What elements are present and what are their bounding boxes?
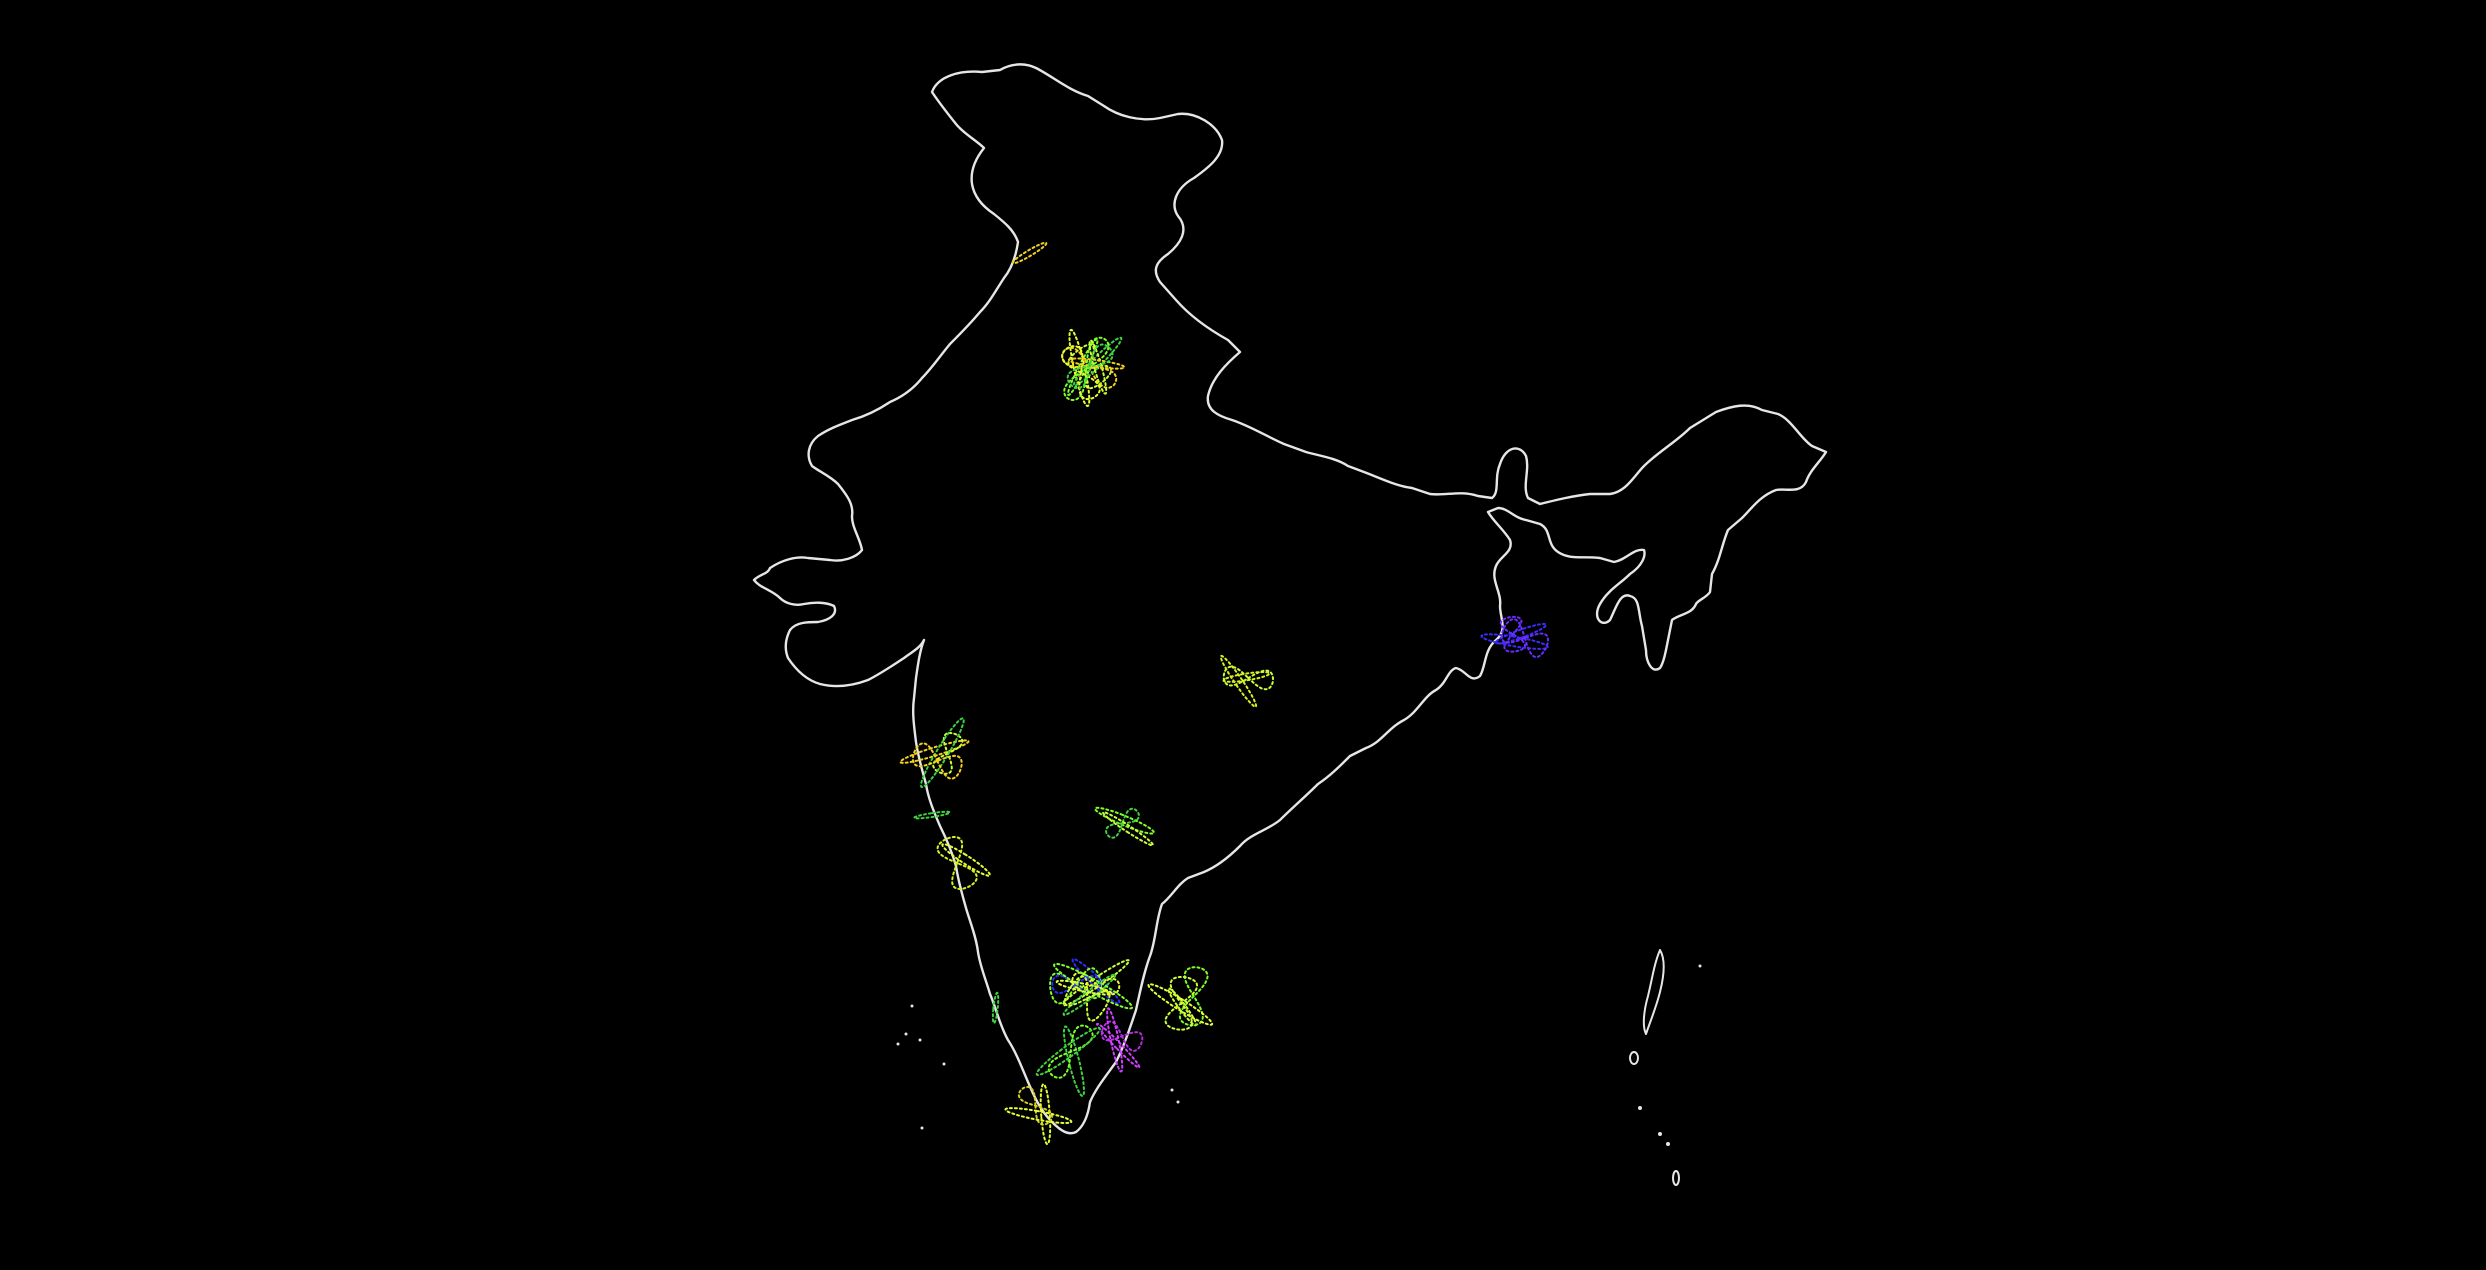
kerala-cluster	[1004, 1083, 1073, 1146]
madurai-cluster	[1096, 1007, 1144, 1073]
india-outline	[752, 63, 1828, 1135]
delhi-ncr-cluster-loop	[1061, 345, 1101, 401]
mangalore-cluster	[991, 991, 1000, 1025]
goa-cluster-loop	[941, 843, 991, 877]
bengaluru-cluster-loop	[1063, 975, 1111, 1022]
mumbai-cluster	[899, 717, 970, 789]
himachal-cluster	[1011, 241, 1048, 265]
pune-cluster	[912, 810, 952, 820]
route-clusters	[899, 241, 1550, 1146]
srilanka-dot	[1170, 1088, 1174, 1092]
nicobar-island-2	[1672, 1170, 1680, 1186]
mangalore-cluster-loop	[991, 991, 1000, 1025]
coimbatore-cluster	[1035, 1024, 1101, 1097]
lakshadweep-island-3	[918, 1038, 922, 1042]
mumbai-cluster-loop	[920, 717, 965, 789]
chennai-cluster-loop	[1164, 975, 1199, 1031]
kolkata-cluster	[1480, 615, 1550, 659]
chennai-cluster	[1147, 966, 1214, 1031]
lakshadweep-island-4	[896, 1042, 900, 1046]
bengaluru-cluster	[1049, 958, 1134, 1022]
lakshadweep-island-6	[920, 1126, 924, 1130]
lakshadweep-island-5	[942, 1062, 946, 1066]
kerala-cluster-loop	[1017, 1085, 1054, 1126]
andaman-islands	[1642, 949, 1665, 1035]
bengaluru-cluster-loop	[1062, 973, 1117, 1016]
delhi-ncr-cluster-loop	[1072, 336, 1123, 387]
delhi-ncr-cluster-loop	[1088, 339, 1108, 395]
central-india-cluster-loop	[1219, 654, 1258, 708]
nicobar-island-3	[1638, 1106, 1642, 1110]
hyderabad-cluster	[1094, 806, 1156, 847]
bengaluru-cluster-loop	[1071, 958, 1121, 1005]
delhi-ncr-cluster	[1061, 328, 1126, 408]
goa-cluster	[936, 835, 991, 891]
kolkata-cluster-loop	[1494, 623, 1548, 645]
bengaluru-cluster-loop	[1055, 979, 1113, 996]
goa-cluster-loop	[936, 835, 978, 891]
hyderabad-cluster-loop	[1102, 811, 1155, 847]
coimbatore-cluster-loop	[1062, 1025, 1085, 1097]
central-india-cluster-loop	[1222, 665, 1274, 691]
delhi-ncr-cluster-loop	[1066, 343, 1114, 390]
nicobar-island-6	[1698, 964, 1702, 968]
hyderabad-cluster-loop	[1094, 806, 1156, 835]
delhi-ncr-cluster-loop	[1068, 357, 1126, 370]
delhi-ncr-cluster-loop	[1068, 328, 1091, 408]
maldives-dot	[1176, 1100, 1180, 1104]
central-india-cluster	[1219, 654, 1274, 708]
nicobar-island-4	[1658, 1132, 1662, 1136]
coimbatore-cluster-loop	[1047, 1024, 1094, 1079]
pune-cluster-loop	[912, 810, 952, 820]
madurai-cluster-loop	[1106, 1007, 1124, 1073]
chennai-cluster-loop	[1178, 966, 1209, 1027]
kerala-cluster-loop	[1004, 1107, 1073, 1124]
lakshadweep-island-1	[910, 1004, 914, 1008]
delhi-ncr-cluster-loop	[1063, 336, 1110, 401]
lakshadweep-island-2	[904, 1032, 908, 1036]
nicobar-island-1	[1629, 1051, 1639, 1065]
nicobar-island-5	[1666, 1142, 1670, 1146]
hyderabad-cluster-loop	[1104, 807, 1140, 839]
kolkata-cluster-loop	[1480, 633, 1549, 650]
mumbai-cluster-loop	[911, 742, 963, 780]
bengaluru-cluster-loop	[1071, 971, 1121, 996]
kolkata-cluster-loop	[1500, 618, 1550, 659]
delhi-ncr-cluster-loop	[1061, 346, 1118, 389]
mumbai-cluster-loop	[899, 739, 970, 764]
himachal-cluster-loop	[1011, 241, 1048, 265]
chennai-cluster-loop	[1147, 983, 1214, 1026]
coimbatore-cluster-loop	[1035, 1026, 1101, 1077]
kolkata-cluster-loop	[1499, 615, 1527, 653]
